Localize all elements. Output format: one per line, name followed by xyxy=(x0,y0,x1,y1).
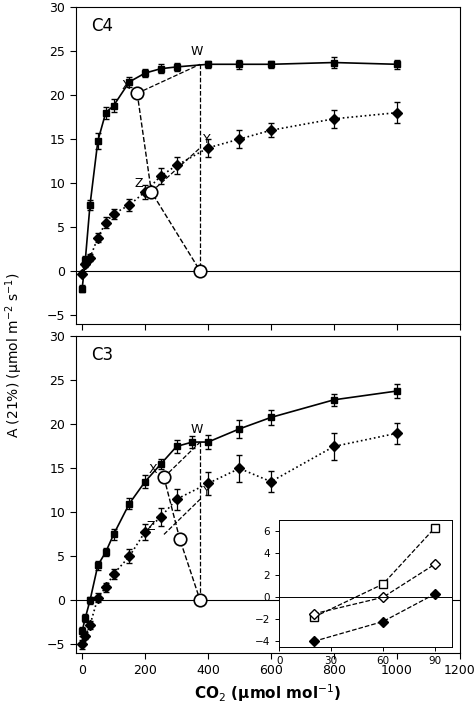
Text: Y: Y xyxy=(203,133,211,146)
Text: X: X xyxy=(121,79,130,92)
Text: Y: Y xyxy=(203,485,211,498)
Text: C3: C3 xyxy=(91,346,113,364)
Text: C4: C4 xyxy=(91,16,113,35)
Text: A (21%) (μmol m$^{-2}$ s$^{-1}$): A (21%) (μmol m$^{-2}$ s$^{-1}$) xyxy=(3,272,25,438)
Text: W: W xyxy=(191,423,203,436)
X-axis label: CO$_2$ (μmol mol$^{-1}$): CO$_2$ (μmol mol$^{-1}$) xyxy=(194,682,342,704)
Text: W: W xyxy=(191,45,203,58)
Text: Z: Z xyxy=(134,178,143,190)
Text: X: X xyxy=(148,463,157,476)
Text: Z: Z xyxy=(146,520,155,533)
